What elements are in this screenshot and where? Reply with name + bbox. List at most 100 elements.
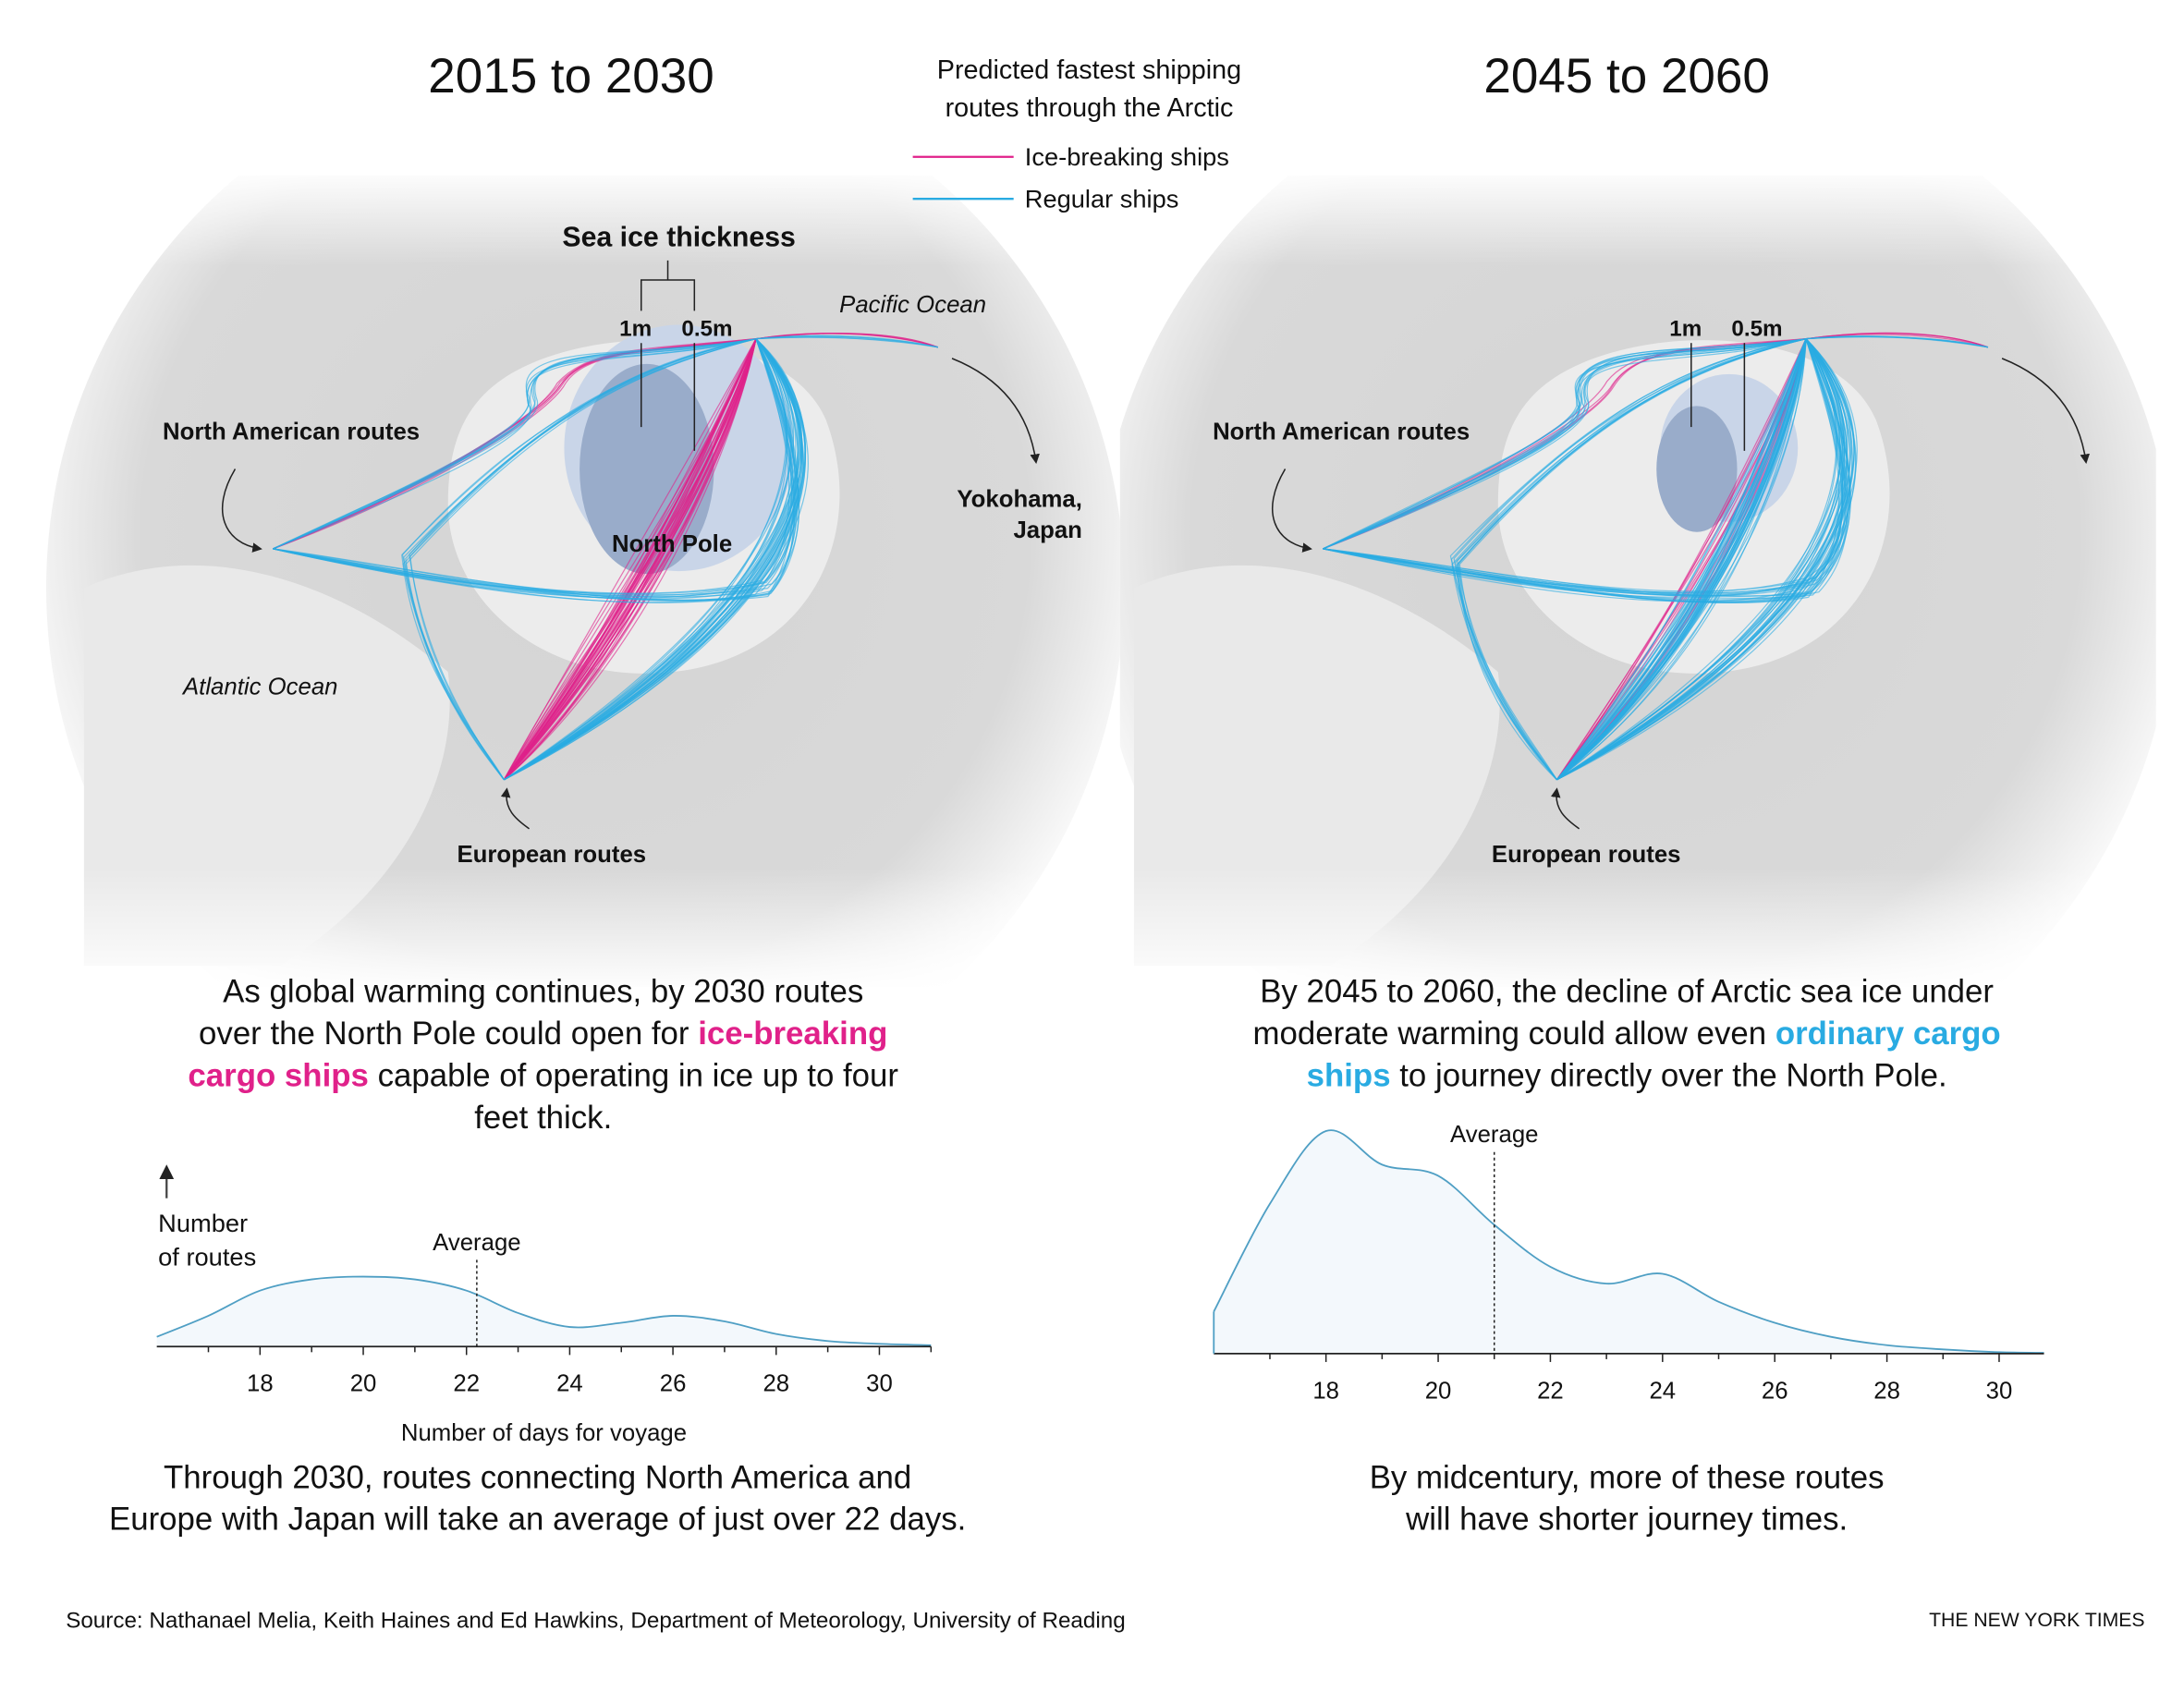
thick-ice <box>1656 406 1738 532</box>
route <box>1556 338 1807 781</box>
region-label: European routes <box>1492 842 1681 868</box>
x-tick-label: 26 <box>660 1371 687 1397</box>
fade-top <box>42 175 1120 266</box>
x-tick-label: 30 <box>1986 1378 2013 1404</box>
route <box>503 338 757 781</box>
route <box>273 338 795 603</box>
arrow <box>221 468 262 553</box>
x-tick-label: 22 <box>453 1371 480 1397</box>
x-tick-label: 28 <box>1873 1378 1900 1404</box>
route <box>1805 334 1989 348</box>
legend-title: routes through the Arctic <box>946 93 1234 123</box>
route <box>1556 338 1807 781</box>
arrow <box>2001 358 2091 465</box>
route <box>503 338 757 781</box>
route <box>402 338 757 781</box>
route <box>405 338 757 781</box>
x-tick-label: 20 <box>350 1371 377 1397</box>
caption-line: cargo ships capable of operating in ice … <box>188 1058 898 1094</box>
bracket <box>640 260 696 311</box>
caption-line: moderate warming could allow even ordina… <box>1253 1016 2001 1052</box>
texts: Predicted fastest shipping routes through… <box>66 49 2144 1634</box>
charts: 18 20 22 24 26 28 30 Average Number of routes Numb… <box>156 1122 2044 1446</box>
route <box>273 338 799 596</box>
route <box>1323 338 1848 603</box>
ocean-label: Pacific Ocean <box>839 292 986 318</box>
route <box>1323 338 1844 602</box>
map <box>42 175 1120 987</box>
caption-segment: ice-breaking <box>698 1016 887 1052</box>
source: Source: Nathanael Melia, Keith Haines an… <box>66 1609 1126 1634</box>
x-tick-label: 26 <box>1762 1378 1788 1404</box>
route <box>755 335 939 348</box>
ice-title: Sea ice thickness <box>562 223 796 253</box>
x-tick-label: 18 <box>247 1371 274 1397</box>
city-label: Japan <box>1013 517 1081 543</box>
pole-label: North Pole <box>612 531 732 557</box>
route <box>755 333 939 348</box>
caption-line: As global warming continues, by 2030 rou… <box>223 974 863 1010</box>
y-axis-label: of routes <box>158 1242 256 1271</box>
route <box>1323 338 1846 597</box>
credit: THE NEW YORK TIMES <box>1929 1610 2145 1631</box>
route <box>504 338 800 781</box>
arrow <box>500 787 531 830</box>
ocean-label: Atlantic Ocean <box>181 674 337 700</box>
route <box>273 338 795 598</box>
ice-label: 1m <box>619 317 652 342</box>
route <box>273 338 800 598</box>
caption-segment: As global warming continues, by 2030 rou… <box>223 974 863 1010</box>
route <box>401 338 757 781</box>
route <box>1457 338 1807 781</box>
route <box>1453 338 1807 781</box>
route <box>503 338 787 781</box>
average-label: Average <box>433 1230 520 1256</box>
route <box>503 338 802 781</box>
route <box>1556 338 1807 781</box>
area-fill <box>1214 1130 2044 1354</box>
route <box>504 338 799 781</box>
route <box>1323 338 1807 550</box>
city-label: Yokohama, <box>957 486 1081 512</box>
caption-segment: moderate warming could allow even <box>1253 1016 1775 1052</box>
note-line: Europe with Japan will take an average o… <box>109 1502 966 1538</box>
average-label: Average <box>1450 1122 1538 1148</box>
region-label: European routes <box>458 842 647 868</box>
caption-segment: over the North Pole could open for <box>199 1016 698 1052</box>
route <box>1805 335 1989 348</box>
route <box>1323 338 1850 598</box>
route <box>1323 338 1807 550</box>
route <box>273 338 757 550</box>
arrow <box>1271 468 1312 553</box>
caption-segment: By 2045 to 2060, the decline of Arctic s… <box>1260 974 1994 1010</box>
note-line: Through 2030, routes connecting North Am… <box>164 1459 911 1495</box>
x-tick-label: 18 <box>1312 1378 1339 1404</box>
ice-label: 0.5m <box>681 317 732 342</box>
route <box>1323 338 1840 603</box>
density-chart: 18 20 22 24 26 28 30 Average <box>1213 1122 2044 1404</box>
x-tick-label: 24 <box>556 1371 583 1397</box>
panel-title: 2045 to 2060 <box>1483 49 1769 103</box>
legend-label: Ice-breaking ships <box>1025 142 1229 171</box>
route <box>1556 338 1807 781</box>
area-fill <box>156 1276 932 1347</box>
route <box>273 338 757 550</box>
ice-label: 0.5m <box>1731 317 1782 342</box>
atlantic-water <box>83 565 450 967</box>
x-axis-label: Number of days for voyage <box>401 1420 687 1446</box>
caption-segment: capable of operating in ice up to four <box>369 1058 899 1094</box>
caption-line: By 2045 to 2060, the decline of Arctic s… <box>1260 974 1994 1010</box>
region-label: North American routes <box>163 420 420 445</box>
density-line <box>156 1275 932 1346</box>
caption-segment: ordinary cargo <box>1775 1016 2001 1052</box>
maps <box>42 175 2156 987</box>
route <box>1556 338 1807 781</box>
density-chart: 18 20 22 24 26 28 30 Average Number of routes Numb… <box>156 1164 933 1446</box>
fade-bottom <box>42 868 1120 987</box>
route <box>403 338 757 781</box>
arrow <box>1550 787 1580 830</box>
map <box>1119 175 2156 987</box>
caption-segment: to journey directly over the North Pole. <box>1391 1058 1947 1094</box>
fade-bottom <box>1119 868 2156 987</box>
